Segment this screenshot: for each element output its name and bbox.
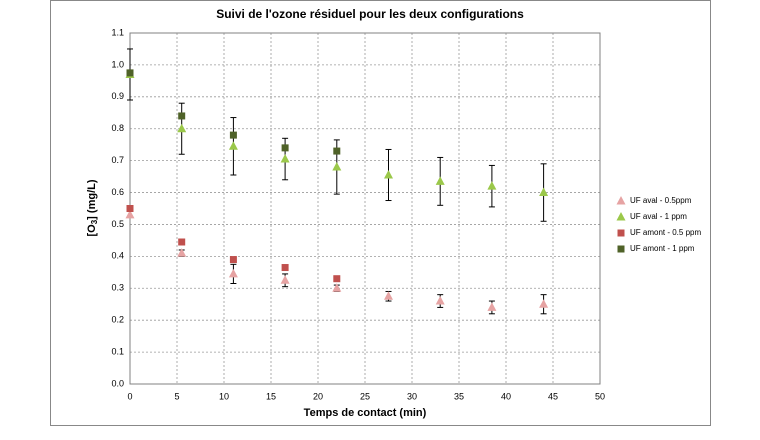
legend-label: UF amont - 0.5 ppm	[630, 228, 701, 237]
y-tick-label: 0.4	[111, 251, 124, 261]
chart-title: Suivi de l'ozone résiduel pour les deux …	[216, 7, 524, 21]
data-point	[177, 123, 187, 133]
data-point	[178, 112, 186, 120]
data-point	[126, 205, 134, 212]
legend-marker	[617, 229, 625, 237]
x-tick-label: 50	[595, 391, 605, 401]
data-point	[126, 69, 134, 77]
data-point	[487, 302, 497, 311]
data-point	[125, 209, 135, 219]
x-tick-label: 15	[266, 391, 276, 401]
data-point	[229, 131, 237, 139]
data-point	[228, 268, 238, 278]
data-point	[539, 187, 549, 197]
x-tick-label: 30	[407, 391, 417, 401]
data-point	[384, 291, 393, 300]
y-tick-label: 1.0	[111, 59, 124, 69]
y-tick-label: 0.6	[111, 187, 124, 197]
x-tick-label: 20	[313, 391, 323, 401]
x-tick-label: 0	[127, 391, 132, 401]
legend-label: UF amont - 1 ppm	[630, 244, 695, 253]
data-point	[332, 162, 342, 171]
data-point	[333, 275, 341, 283]
x-tick-label: 10	[219, 391, 229, 401]
data-point	[178, 238, 186, 246]
data-point	[487, 181, 497, 190]
legend-marker	[616, 212, 626, 221]
x-tick-label: 35	[454, 391, 464, 401]
y-tick-label: 0.5	[111, 219, 124, 229]
data-point	[435, 296, 445, 305]
legend-marker	[616, 196, 626, 205]
data-point	[177, 248, 187, 257]
y-tick-label: 1.1	[111, 27, 124, 37]
x-axis-label: Temps de contact (min)	[304, 407, 427, 419]
data-point	[281, 264, 289, 272]
data-point	[333, 147, 341, 155]
y-axis-label: [O3] (mg/L)	[86, 179, 99, 236]
x-tick-label: 40	[501, 391, 511, 401]
y-tick-label: 0.8	[111, 123, 124, 133]
x-tick-label: 25	[360, 391, 370, 401]
data-point	[435, 176, 445, 185]
x-tick-label: 5	[174, 391, 179, 401]
data-point	[539, 299, 549, 308]
legend-marker	[617, 245, 625, 253]
data-point	[384, 169, 393, 179]
data-point	[332, 283, 342, 292]
y-tick-label: 0.3	[111, 283, 124, 293]
y-tick-label: 0.0	[111, 378, 124, 388]
y-label-part: [O	[86, 224, 98, 237]
y-tick-label: 0.7	[111, 155, 124, 165]
y-label-sub: 3	[90, 219, 99, 224]
legend-label: UF aval - 0.5ppm	[630, 196, 692, 205]
y-tick-label: 0.2	[111, 315, 124, 325]
chart-frame	[50, 0, 711, 426]
x-tick-label: 45	[548, 391, 558, 401]
data-point	[280, 154, 290, 163]
legend-label: UF aval - 1 ppm	[630, 212, 687, 221]
y-tick-label: 0.1	[111, 346, 124, 356]
data-point	[228, 141, 238, 150]
data-point	[229, 256, 237, 264]
data-point	[280, 275, 290, 284]
data-point	[281, 144, 289, 152]
y-tick-label: 0.9	[111, 91, 124, 101]
y-label-part: ] (mg/L)	[86, 179, 98, 220]
